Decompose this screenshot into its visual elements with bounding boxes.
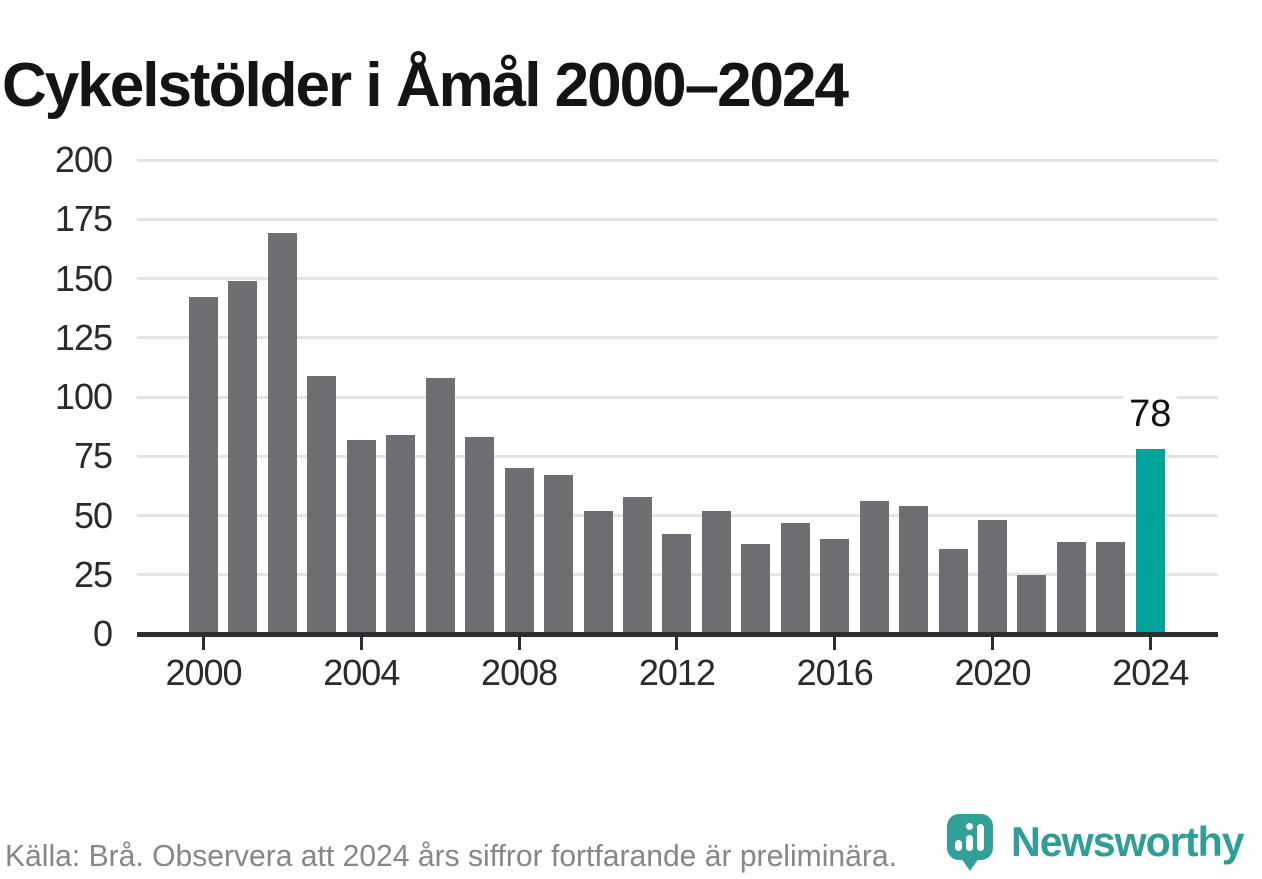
x-tick-2000 bbox=[202, 637, 205, 650]
x-tick-2012 bbox=[675, 637, 679, 650]
bar-2020 bbox=[978, 520, 1007, 634]
x-tick-2020 bbox=[991, 637, 994, 650]
logo-bar-short bbox=[955, 840, 962, 851]
bar-2017 bbox=[859, 501, 889, 634]
x-axis-label-2004: 2004 bbox=[323, 652, 400, 693]
gridline-100 bbox=[137, 395, 1218, 399]
bar-2007 bbox=[465, 437, 495, 634]
logo-bar-tall bbox=[977, 824, 984, 851]
bar-2008 bbox=[504, 468, 534, 634]
bar-2011 bbox=[622, 496, 652, 634]
gridline-125 bbox=[137, 336, 1218, 340]
x-tick-2008 bbox=[517, 637, 521, 650]
bar-2005 bbox=[386, 434, 416, 634]
bar-2006 bbox=[425, 378, 455, 634]
bar-2024 bbox=[1135, 449, 1165, 634]
bar-2022 bbox=[1056, 541, 1086, 634]
x-axis-label-2012: 2012 bbox=[638, 652, 716, 693]
gridline-175 bbox=[137, 217, 1218, 221]
highlight-value-text: 78 bbox=[1122, 393, 1179, 436]
bar-2000 bbox=[189, 297, 218, 634]
newsworthy-logo: Newsworthy bbox=[947, 814, 1262, 878]
y-axis-label-150: 150 bbox=[54, 257, 113, 299]
y-axis-label-0: 0 bbox=[92, 613, 113, 654]
bar-2002 bbox=[267, 233, 297, 634]
bar-2021 bbox=[1017, 574, 1047, 634]
y-axis-label-125: 125 bbox=[54, 316, 113, 358]
x-axis-label-2020: 2020 bbox=[954, 652, 1031, 693]
bar-2012 bbox=[662, 534, 692, 634]
y-axis-label-175: 175 bbox=[54, 198, 113, 240]
source-note: Källa: Brå. Observera att 2024 års siffr… bbox=[5, 838, 897, 873]
newsworthy-speech-bubble-barchart-icon bbox=[947, 814, 993, 860]
bar-2004 bbox=[346, 439, 376, 634]
gridline-200 bbox=[137, 158, 1218, 162]
bar-2003 bbox=[307, 375, 337, 634]
y-axis-label-75: 75 bbox=[73, 435, 113, 477]
logo-dot bbox=[966, 823, 973, 830]
bar-2018 bbox=[899, 506, 929, 634]
bar-2009 bbox=[544, 475, 574, 634]
highlight-value-label: 78 bbox=[1090, 393, 1210, 436]
x-axis-line bbox=[137, 632, 1218, 637]
chart-title: Cykelstölder i Åmål 2000–2024 bbox=[2, 50, 849, 120]
y-axis-label-200: 200 bbox=[54, 139, 113, 180]
x-axis-label-2024: 2024 bbox=[1112, 652, 1189, 693]
y-axis-label-100: 100 bbox=[54, 376, 113, 417]
newsworthy-wordmark: Newsworthy bbox=[1011, 818, 1245, 865]
x-axis-label-2000: 2000 bbox=[165, 652, 242, 693]
y-axis-label-50: 50 bbox=[73, 494, 113, 536]
logo-bar-medium bbox=[966, 835, 973, 851]
y-axis-label-25: 25 bbox=[73, 553, 113, 595]
x-tick-2024 bbox=[1148, 637, 1152, 650]
bar-2001 bbox=[228, 280, 258, 634]
bar-2023 bbox=[1096, 541, 1126, 634]
gridline-150 bbox=[137, 277, 1218, 280]
gridline-50 bbox=[137, 514, 1218, 517]
bar-2010 bbox=[583, 510, 613, 634]
x-tick-2004 bbox=[359, 637, 363, 650]
x-axis-label-2016: 2016 bbox=[796, 652, 874, 693]
bar-2016 bbox=[820, 539, 850, 634]
logo-bubble-tail bbox=[961, 858, 979, 871]
bar-2019 bbox=[938, 548, 968, 634]
bar-2014 bbox=[741, 543, 771, 634]
gridline-75 bbox=[137, 454, 1218, 458]
x-axis-label-2008: 2008 bbox=[481, 652, 558, 693]
bar-2013 bbox=[701, 510, 731, 634]
bar-2015 bbox=[780, 522, 810, 634]
x-tick-2016 bbox=[833, 637, 837, 650]
